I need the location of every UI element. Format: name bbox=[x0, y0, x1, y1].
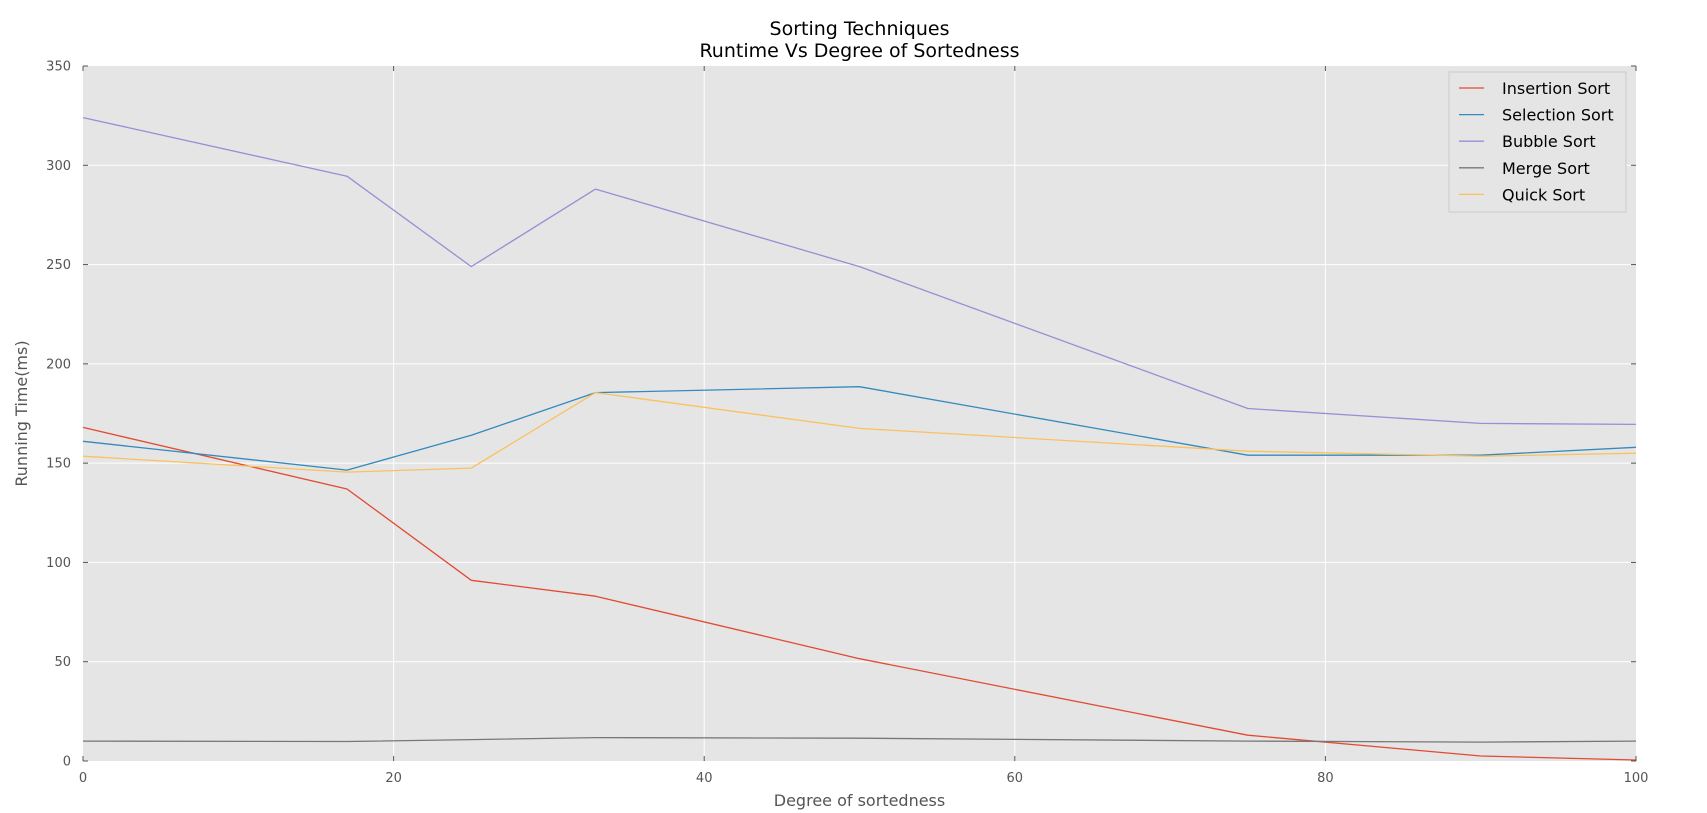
series-layer bbox=[82, 116, 1637, 761]
legend-items: Insertion Sort Selection Sort Bubble Sort M… bbox=[1459, 79, 1614, 204]
y-tick-label: 250 bbox=[46, 258, 71, 273]
legend-label: Merge Sort bbox=[1502, 159, 1590, 178]
y-axis-label: Running Time(ms) bbox=[12, 340, 31, 486]
y-tick-label: 100 bbox=[46, 556, 71, 571]
legend-item: Selection Sort bbox=[1459, 106, 1614, 125]
legend-item: Merge Sort bbox=[1459, 159, 1590, 178]
series-insertion-sort bbox=[82, 426, 1637, 761]
legend: Insertion Sort Selection Sort Bubble Sort M… bbox=[1448, 71, 1627, 213]
chart-title: Sorting Techniques bbox=[770, 18, 950, 40]
legend-label: Bubble Sort bbox=[1502, 132, 1596, 151]
y-tick-label: 300 bbox=[46, 159, 71, 174]
series-merge-sort bbox=[82, 736, 1637, 743]
x-axis-label: Degree of sortedness bbox=[774, 791, 945, 810]
grid-layer bbox=[83, 66, 1636, 761]
y-tick-label: 50 bbox=[54, 655, 71, 670]
legend-box bbox=[1448, 71, 1627, 213]
x-tick-label: 40 bbox=[696, 771, 713, 786]
y-tick-label: 150 bbox=[46, 457, 71, 472]
legend-item: Insertion Sort bbox=[1459, 79, 1610, 98]
legend-item: Quick Sort bbox=[1459, 185, 1585, 204]
chart-subtitle: Runtime Vs Degree of Sortedness bbox=[699, 40, 1019, 62]
series-quick-sort bbox=[82, 391, 1637, 473]
y-tick-label: 350 bbox=[46, 60, 71, 75]
series-line bbox=[82, 116, 1637, 426]
x-tick-label: 0 bbox=[79, 771, 87, 786]
series-line bbox=[82, 426, 1637, 761]
y-tick-label: 200 bbox=[46, 357, 71, 372]
x-tick-label: 100 bbox=[1624, 771, 1649, 786]
x-tick-label: 20 bbox=[385, 771, 402, 786]
plot-area bbox=[83, 66, 1636, 761]
series-line bbox=[82, 391, 1637, 473]
axis-layer: 0 20 40 60 80 100 0 50 100 150 200 250 300 350 bbox=[46, 60, 1648, 787]
x-tick-label: 60 bbox=[1007, 771, 1024, 786]
y-tick-label: 0 bbox=[63, 755, 71, 770]
x-tick-label: 80 bbox=[1317, 771, 1334, 786]
legend-label: Quick Sort bbox=[1502, 185, 1585, 204]
series-line bbox=[82, 736, 1637, 743]
legend-item: Bubble Sort bbox=[1459, 132, 1596, 151]
legend-label: Selection Sort bbox=[1502, 106, 1614, 125]
legend-label: Insertion Sort bbox=[1502, 79, 1610, 98]
series-bubble-sort bbox=[82, 116, 1637, 426]
